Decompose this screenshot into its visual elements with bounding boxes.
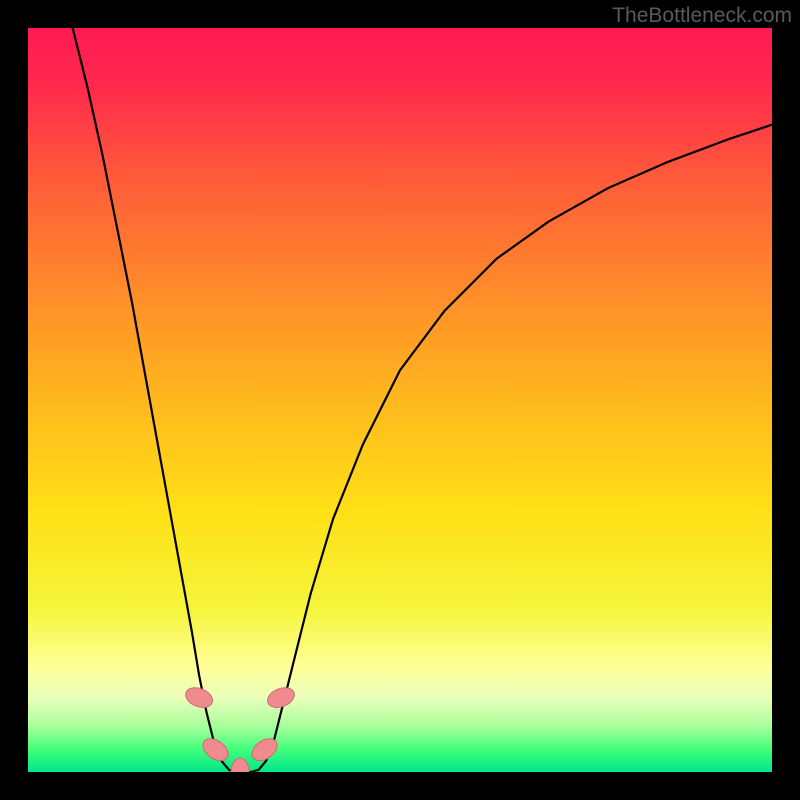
bottleneck-chart (28, 28, 772, 772)
gradient-background (28, 28, 772, 772)
chart-svg (28, 28, 772, 772)
watermark-text: TheBottleneck.com (612, 4, 792, 28)
